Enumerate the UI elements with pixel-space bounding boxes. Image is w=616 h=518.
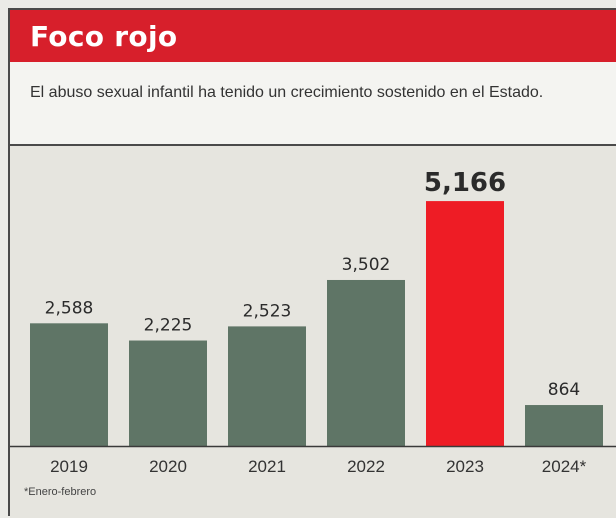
bar-2023	[426, 201, 504, 446]
header-bar: Foco rojo	[10, 10, 616, 62]
subtitle-panel: El abuso sexual infantil ha tenido un cr…	[10, 62, 616, 146]
value-label-2024: 864	[548, 380, 580, 400]
plot-area: 2,588 2019 2,225 2020 2,523 2021 3,502 2022 5,16…	[10, 146, 616, 518]
x-tick-label-2023: 2023	[446, 457, 484, 476]
x-tick-label-2024: 2024*	[542, 457, 587, 476]
chart-card: Foco rojo El abuso sexual infantil ha te…	[8, 8, 616, 518]
bar-2019	[30, 323, 108, 446]
bar-2024	[525, 405, 603, 446]
x-tick-label-2020: 2020	[149, 457, 187, 476]
bar-2020	[129, 340, 207, 446]
value-label-2020: 2,225	[144, 316, 193, 336]
value-label-2023: 5,166	[424, 168, 506, 198]
x-tick-label-2022: 2022	[347, 457, 385, 476]
footnote: *Enero-febrero	[24, 486, 97, 498]
bar-chart: 2,588 2019 2,225 2020 2,523 2021 3,502 2022 5,16…	[10, 168, 616, 476]
bar-2022	[327, 279, 405, 446]
chart-subtitle: El abuso sexual infantil ha tenido un cr…	[30, 84, 544, 101]
bar-2021	[228, 326, 306, 446]
x-tick-label-2021: 2021	[248, 457, 286, 476]
chart-title: Foco rojo	[30, 20, 178, 53]
value-label-2021: 2,523	[243, 301, 292, 321]
value-label-2022: 3,502	[342, 255, 391, 275]
x-tick-label-2019: 2019	[50, 457, 88, 476]
value-label-2019: 2,588	[45, 298, 94, 318]
